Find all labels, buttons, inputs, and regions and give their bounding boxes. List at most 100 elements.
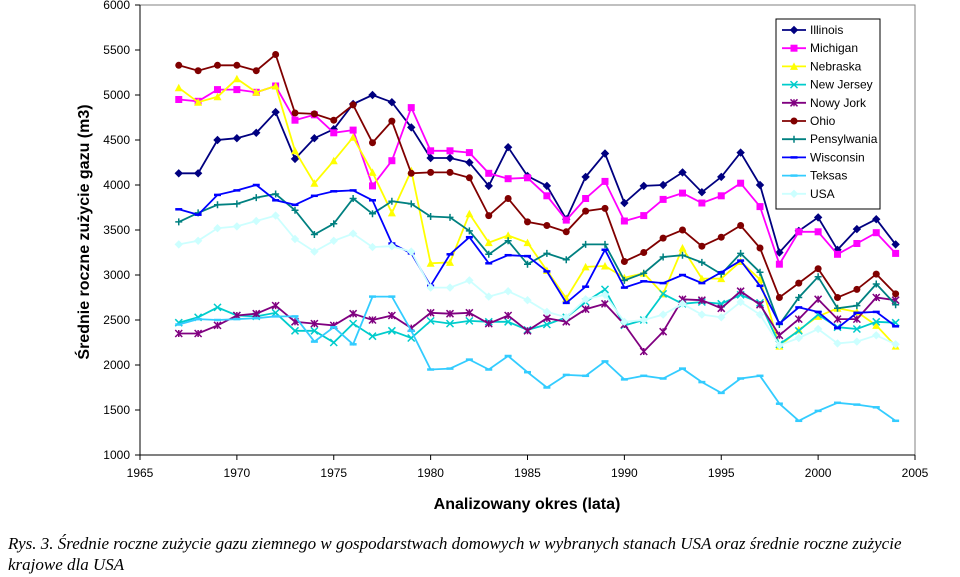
data-point-pensylwania	[349, 195, 357, 202]
data-point-new-jersey	[213, 303, 222, 312]
data-point-ohio	[291, 109, 299, 117]
series-nebraska	[174, 74, 900, 350]
data-point-usa	[348, 229, 358, 238]
data-point-usa	[794, 333, 803, 343]
data-point-michigan	[872, 229, 880, 237]
data-point-usa	[329, 236, 338, 246]
data-point-ohio	[659, 234, 667, 242]
data-point-pensylwania	[485, 250, 493, 258]
data-point-usa	[523, 295, 532, 305]
data-point-illinois	[872, 214, 881, 224]
data-point-usa	[271, 211, 280, 220]
data-point-ohio	[252, 67, 260, 75]
legend-swatch-marker	[790, 135, 798, 143]
x-axis-title: Analizowany okres (lata)	[434, 496, 621, 513]
data-point-pensylwania	[853, 302, 861, 310]
data-point-ohio	[310, 110, 318, 118]
data-point-michigan	[562, 216, 570, 224]
data-point-nowy-jork	[174, 329, 183, 338]
data-point-michigan	[892, 249, 900, 257]
data-point-new-jersey	[600, 285, 610, 294]
data-point-nowy-jork	[639, 347, 648, 356]
data-point-nowy-jork	[271, 301, 280, 310]
data-point-usa	[891, 340, 900, 349]
data-point-nebraska	[368, 168, 377, 176]
data-point-michigan	[388, 157, 396, 165]
data-point-new-jersey	[290, 326, 300, 335]
data-point-michigan	[446, 147, 454, 155]
data-point-nowy-jork	[252, 309, 261, 318]
data-point-nowy-jork	[426, 308, 435, 317]
data-point-usa	[387, 241, 397, 251]
data-point-ohio	[834, 294, 841, 301]
data-point-ohio	[233, 61, 241, 69]
data-point-nowy-jork	[232, 311, 241, 320]
data-point-michigan	[291, 116, 299, 124]
series-usa	[174, 211, 900, 350]
data-point-michigan	[834, 250, 841, 258]
legend-item-michigan: Michigan	[782, 41, 858, 55]
data-point-pensylwania	[543, 249, 551, 257]
line-chart: 1000 1500 2000 2500 3000 3500 4000 4500 5000 5500…	[74, 0, 929, 513]
legend-label: Teksas	[810, 169, 847, 183]
data-point-illinois	[445, 153, 455, 163]
data-point-nebraska	[523, 238, 532, 247]
data-point-ohio	[194, 67, 202, 75]
data-point-nowy-jork	[717, 304, 726, 313]
data-point-ohio	[214, 61, 221, 69]
y-tick-label: 6000	[103, 0, 130, 12]
data-point-ohio	[485, 212, 493, 220]
data-point-michigan	[853, 240, 861, 247]
data-point-michigan	[504, 175, 512, 183]
y-tick-label: 5000	[103, 88, 130, 102]
y-tick-label: 4000	[103, 178, 130, 192]
data-point-nowy-jork	[349, 309, 358, 318]
data-point-usa	[620, 317, 629, 327]
data-point-ohio	[737, 222, 745, 229]
data-point-pensylwania	[582, 240, 590, 248]
data-point-illinois	[813, 213, 823, 222]
data-point-ohio	[407, 169, 415, 177]
data-point-nowy-jork	[814, 295, 823, 304]
data-point-usa	[872, 331, 881, 340]
data-point-ohio	[175, 61, 183, 69]
data-point-usa	[600, 290, 610, 300]
data-point-nowy-jork	[659, 327, 668, 336]
data-point-pensylwania	[427, 213, 435, 220]
data-point-nowy-jork	[310, 319, 319, 328]
data-point-ohio	[524, 218, 531, 226]
data-point-illinois	[697, 187, 707, 197]
data-point-nebraska	[329, 156, 338, 165]
series-line-nowy-jork	[178, 290, 896, 353]
data-point-usa	[193, 236, 203, 246]
data-point-michigan	[640, 212, 648, 220]
data-point-new-jersey	[271, 308, 280, 317]
data-point-usa	[232, 222, 242, 231]
data-point-usa	[852, 337, 862, 346]
data-point-nebraska	[213, 92, 222, 101]
axes: 1000 1500 2000 2500 3000 3500 4000 4500 5000 5500…	[103, 0, 928, 480]
data-point-illinois	[484, 181, 493, 191]
data-point-illinois	[542, 181, 552, 191]
data-point-michigan	[775, 260, 783, 268]
data-point-pensylwania	[872, 280, 880, 288]
data-point-nowy-jork	[504, 311, 513, 320]
data-point-nowy-jork	[194, 329, 203, 338]
data-point-pensylwania	[214, 201, 221, 209]
data-point-nowy-jork	[523, 326, 532, 335]
x-tick-label: 1970	[224, 466, 251, 480]
legend-swatch-marker	[789, 80, 799, 89]
data-point-nebraska	[291, 146, 299, 155]
data-point-illinois	[174, 169, 183, 178]
data-point-usa	[697, 310, 707, 319]
data-point-ohio	[679, 226, 686, 234]
data-point-usa	[813, 324, 823, 334]
data-point-ohio	[640, 249, 648, 256]
data-point-nebraska	[252, 88, 261, 96]
data-point-michigan	[756, 203, 764, 211]
data-point-nebraska	[465, 209, 474, 218]
data-point-pensylwania	[272, 190, 280, 198]
data-point-illinois	[213, 135, 222, 145]
data-point-nebraska	[717, 274, 726, 283]
data-point-ohio	[872, 270, 880, 278]
